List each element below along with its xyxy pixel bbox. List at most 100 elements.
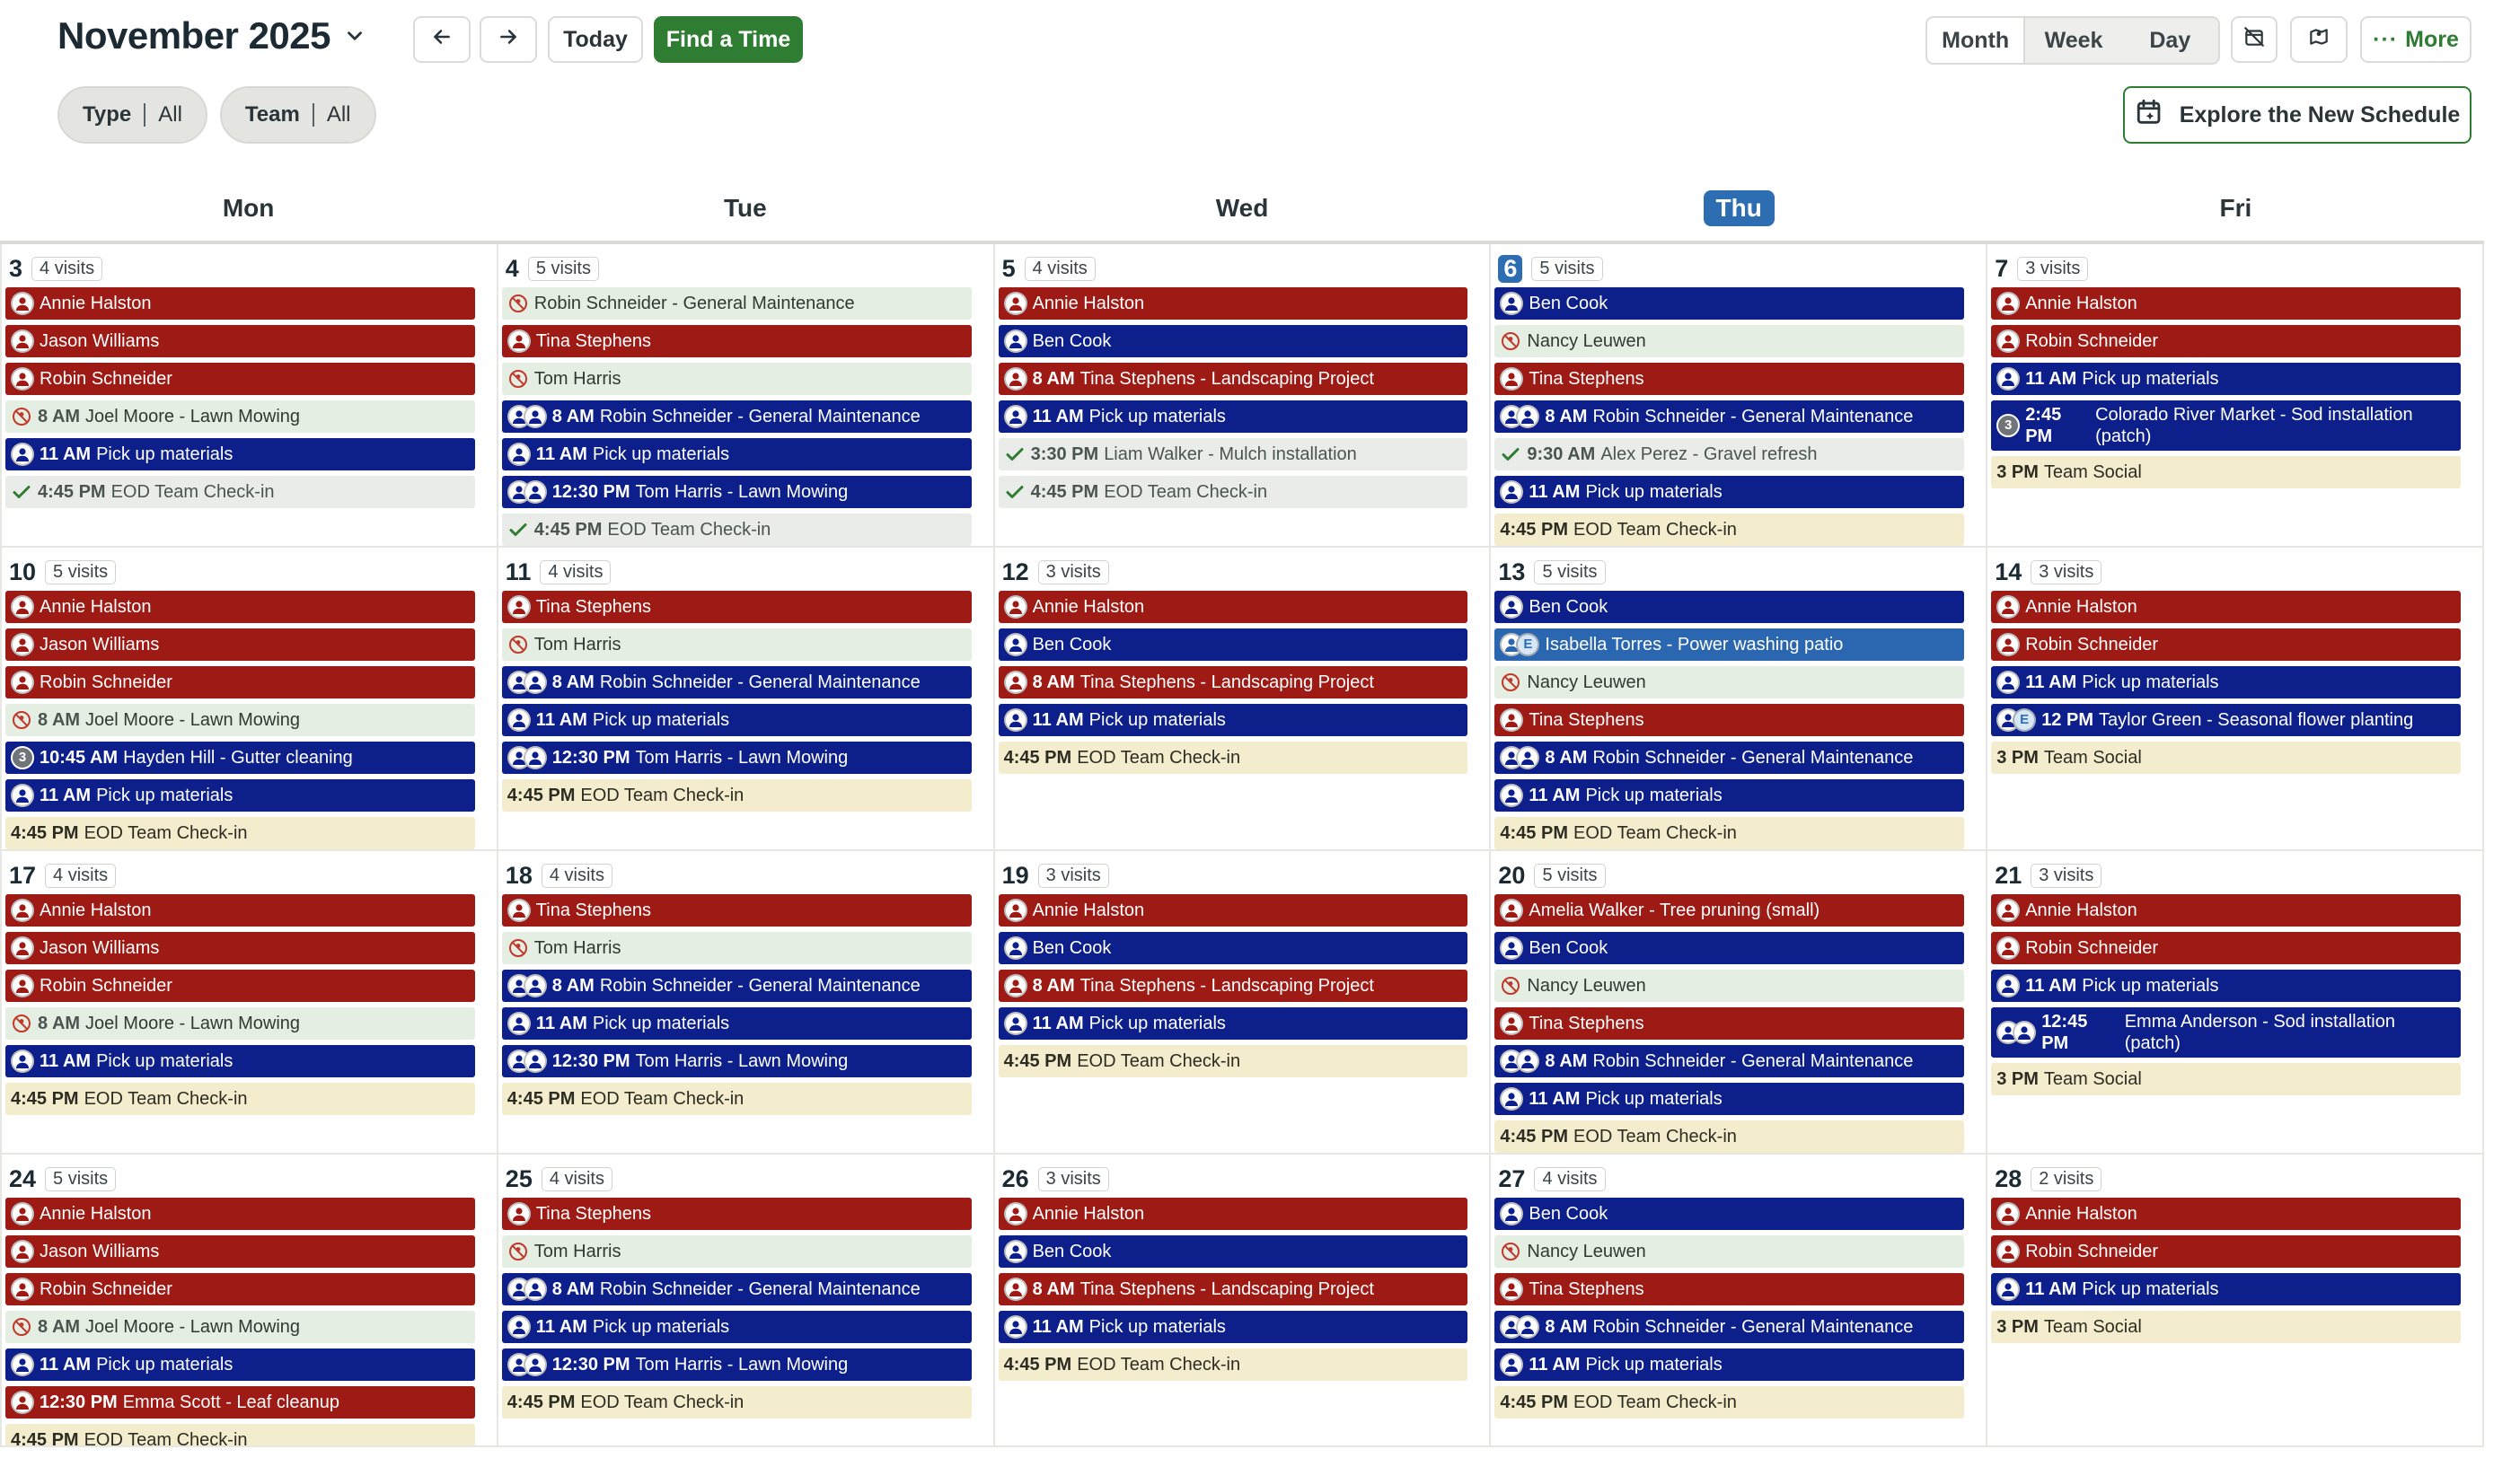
calendar-event[interactable]: 4:45 PM EOD Team Check-in xyxy=(5,476,475,508)
calendar-event[interactable]: Ben Cook xyxy=(998,1235,1468,1268)
calendar-event[interactable]: 4:45 PM EOD Team Check-in xyxy=(998,742,1468,774)
calendar-event[interactable]: Nancy Leuwen xyxy=(1494,1235,1965,1268)
calendar-event[interactable]: 4:45 PM EOD Team Check-in xyxy=(501,514,972,546)
calendar-event[interactable]: Robin Schneider xyxy=(5,363,475,395)
day-cell[interactable]: 25 4 visits Tina Stephens Tom Harris 8 AM Rob… xyxy=(498,1155,995,1447)
page-title[interactable]: November 2025 xyxy=(57,14,331,57)
calendar-event[interactable]: Annie Halston xyxy=(5,1198,475,1230)
calendar-event[interactable]: Annie Halston xyxy=(1991,1198,2461,1230)
day-number[interactable]: 11 xyxy=(505,558,532,585)
calendar-event[interactable]: Tina Stephens xyxy=(501,894,972,927)
day-number[interactable]: 19 xyxy=(1001,861,1029,889)
calendar-event[interactable]: 3 10:45 AM Hayden Hill - Gutter cleaning xyxy=(5,742,475,774)
calendar-event[interactable]: 8 AM Tina Stephens - Landscaping Project xyxy=(998,363,1468,395)
calendar-event[interactable]: Tom Harris xyxy=(501,932,972,964)
day-number[interactable]: 21 xyxy=(1995,861,2022,889)
calendar-event[interactable]: Tom Harris xyxy=(501,363,972,395)
calendar-event[interactable]: Annie Halston xyxy=(998,287,1468,320)
calendar-event[interactable]: 8 AM Tina Stephens - Landscaping Project xyxy=(998,1273,1468,1305)
calendar-event[interactable]: 12:30 PM Tom Harris - Lawn Mowing xyxy=(501,1348,972,1381)
calendar-event[interactable]: Robin Schneider - General Maintenance xyxy=(501,287,972,320)
calendar-event[interactable]: Tina Stephens xyxy=(501,325,972,357)
calendar-event[interactable]: Nancy Leuwen xyxy=(1494,970,1965,1002)
calendar-event[interactable]: 11 AM Pick up materials xyxy=(501,1311,972,1343)
day-number[interactable]: 5 xyxy=(1001,254,1016,282)
chevron-down-icon[interactable] xyxy=(343,24,366,48)
calendar-event[interactable]: 4:45 PM EOD Team Check-in xyxy=(501,1386,972,1419)
calendar-event[interactable]: 4:45 PM EOD Team Check-in xyxy=(5,1083,475,1115)
day-cell[interactable]: 4 5 visits Robin Schneider - General Maint… xyxy=(498,244,995,548)
calendar-event[interactable]: 11 AM Pick up materials xyxy=(1494,1083,1965,1115)
calendar-event[interactable]: 11 AM Pick up materials xyxy=(1494,1348,1965,1381)
day-number[interactable]: 24 xyxy=(9,1164,37,1192)
calendar-event[interactable]: 8 AM Robin Schneider - General Maintenanc… xyxy=(501,400,972,433)
day-number[interactable]: 7 xyxy=(1995,254,2009,282)
calendar-event[interactable]: 8 AM Joel Moore - Lawn Mowing xyxy=(5,704,475,736)
calendar-event[interactable]: 11 AM Pick up materials xyxy=(5,779,475,812)
day-cell[interactable]: 18 4 visits Tina Stephens Tom Harris 8 AM Rob… xyxy=(498,851,995,1155)
calendar-event[interactable]: Robin Schneider xyxy=(1991,325,2461,357)
calendar-event[interactable]: 11 AM Pick up materials xyxy=(501,438,972,470)
day-cell[interactable]: 12 3 visits Annie Halston Ben Cook 8 AM Tina … xyxy=(994,548,1492,851)
calendar-event[interactable]: Robin Schneider xyxy=(1991,932,2461,964)
calendar-event[interactable]: Ben Cook xyxy=(1494,591,1965,623)
calendar-event[interactable]: Robin Schneider xyxy=(5,666,475,698)
calendar-event[interactable]: 11 AM Pick up materials xyxy=(501,704,972,736)
view-month-button[interactable]: Month xyxy=(1927,18,2026,63)
calendar-event[interactable]: 11 AM Pick up materials xyxy=(1991,1273,2461,1305)
calendar-event[interactable]: Tina Stephens xyxy=(501,591,972,623)
day-cell[interactable]: 7 3 visits Annie Halston Robin Schneider 11 … xyxy=(1987,244,2484,548)
calendar-event[interactable]: 8 AM Tina Stephens - Landscaping Project xyxy=(998,970,1468,1002)
calendar-event[interactable]: 8 AM Tina Stephens - Landscaping Project xyxy=(998,666,1468,698)
calendar-event[interactable]: 11 AM Pick up materials xyxy=(1991,970,2461,1002)
explore-new-schedule-button[interactable]: Explore the New Schedule xyxy=(2123,86,2472,144)
calendar-event[interactable]: 8 AM Joel Moore - Lawn Mowing xyxy=(5,1311,475,1343)
calendar-event[interactable]: 8 AM Robin Schneider - General Maintenanc… xyxy=(1494,1045,1965,1077)
calendar-event[interactable]: Annie Halston xyxy=(5,591,475,623)
day-cell[interactable]: 11 4 visits Tina Stephens Tom Harris 8 AM Rob… xyxy=(498,548,995,851)
calendar-event[interactable]: 11 AM Pick up materials xyxy=(998,1311,1468,1343)
calendar-event[interactable]: Tina Stephens xyxy=(1494,704,1965,736)
calendar-event[interactable]: 11 AM Pick up materials xyxy=(5,1348,475,1381)
calendar-event[interactable]: 4:45 PM EOD Team Check-in xyxy=(5,1424,475,1445)
calendar-event[interactable]: Ben Cook xyxy=(998,932,1468,964)
calendar-event[interactable]: Tina Stephens xyxy=(1494,1273,1965,1305)
calendar-event[interactable]: Tom Harris xyxy=(501,1235,972,1268)
filter-team-chip[interactable]: Team All xyxy=(219,86,376,144)
calendar-event[interactable]: Jason Williams xyxy=(5,325,475,357)
day-cell[interactable]: 28 2 visits Annie Halston Robin Schneider 11… xyxy=(1987,1155,2484,1447)
calendar-event[interactable]: Tina Stephens xyxy=(1494,363,1965,395)
day-cell[interactable]: 19 3 visits Annie Halston Ben Cook 8 AM Tina … xyxy=(994,851,1492,1155)
calendar-event[interactable]: Nancy Leuwen xyxy=(1494,666,1965,698)
calendar-event[interactable]: Annie Halston xyxy=(998,1198,1468,1230)
calendar-event[interactable]: 4:45 PM EOD Team Check-in xyxy=(1494,1386,1965,1419)
calendar-event[interactable]: Annie Halston xyxy=(998,591,1468,623)
day-number[interactable]: 3 xyxy=(9,254,23,282)
calendar-event[interactable]: 3 PM Team Social xyxy=(1991,1311,2461,1343)
calendar-event[interactable]: 11 AM Pick up materials xyxy=(5,1045,475,1077)
day-cell[interactable]: 13 5 visits Ben Cook E Isabella Torres - Pow… xyxy=(1491,548,1988,851)
map-button[interactable] xyxy=(2290,16,2348,63)
day-cell[interactable]: 10 5 visits Annie Halston Jason Williams Rob… xyxy=(2,548,498,851)
day-number[interactable]: 10 xyxy=(9,558,37,585)
calendar-event[interactable]: 12:30 PM Emma Scott - Leaf cleanup xyxy=(5,1386,475,1419)
day-cell[interactable]: 14 3 visits Annie Halston Robin Schneider 11… xyxy=(1987,548,2484,851)
hide-calendar-button[interactable] xyxy=(2231,16,2278,63)
calendar-event[interactable]: Annie Halston xyxy=(998,894,1468,927)
day-cell[interactable]: 21 3 visits Annie Halston Robin Schneider 11… xyxy=(1987,851,2484,1155)
calendar-event[interactable]: 4:45 PM EOD Team Check-in xyxy=(1494,514,1965,546)
calendar-event[interactable]: Jason Williams xyxy=(5,628,475,661)
day-cell[interactable]: 24 5 visits Annie Halston Jason Williams Rob… xyxy=(2,1155,498,1447)
calendar-event[interactable]: 3 2:45 PM Colorado River Market - Sod inst… xyxy=(1991,400,2461,451)
calendar-event[interactable]: 4:45 PM EOD Team Check-in xyxy=(501,1083,972,1115)
calendar-event[interactable]: 11 AM Pick up materials xyxy=(1991,363,2461,395)
day-number[interactable]: 25 xyxy=(505,1164,533,1192)
calendar-event[interactable]: 3 PM Team Social xyxy=(1991,742,2461,774)
calendar-event[interactable]: 12:30 PM Tom Harris - Lawn Mowing xyxy=(501,476,972,508)
day-number[interactable]: 27 xyxy=(1498,1164,1526,1192)
day-number[interactable]: 6 xyxy=(1498,254,1523,283)
month-picker[interactable]: November 2025 xyxy=(57,14,366,57)
calendar-event[interactable]: Robin Schneider xyxy=(5,1273,475,1305)
calendar-event[interactable]: Jason Williams xyxy=(5,932,475,964)
calendar-event[interactable]: Jason Williams xyxy=(5,1235,475,1268)
